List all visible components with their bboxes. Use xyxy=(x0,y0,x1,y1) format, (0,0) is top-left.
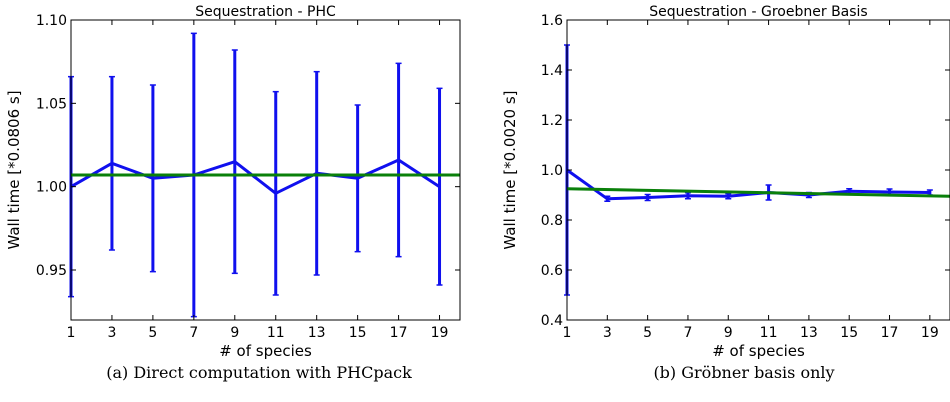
gb-y-axis-label: Wall time [*0.0020 s] xyxy=(501,90,519,249)
gb-xtick-label-9: 19 xyxy=(921,325,939,341)
gb-xtick-label-6: 13 xyxy=(800,325,818,341)
chart-groebner: 1 3 5 7 9 11 13 15 17 190.40.60.81.01.21.41.6Sequ… xyxy=(501,4,950,360)
phc-xtick-label-2: 5 xyxy=(148,325,157,341)
phc-chart-title: Sequestration - PHC xyxy=(195,4,336,20)
gb-series-0-line xyxy=(566,168,930,201)
gb-xtick-label-1: 3 xyxy=(603,325,612,341)
phc-xtick-label-7: 15 xyxy=(349,325,367,341)
gb-xtick-label-8: 17 xyxy=(881,325,899,341)
phc-ytick-label-3: 1.10 xyxy=(36,13,67,29)
phc-xtick-label-4: 9 xyxy=(230,325,239,341)
gb-series-1-line xyxy=(566,187,950,198)
caption-right: (b) Gröbner basis only xyxy=(653,363,835,382)
phc-xtick-label-1: 3 xyxy=(107,325,116,341)
phc-ytick-label-2: 1.05 xyxy=(36,96,67,112)
gb-ytick-label-4: 1.2 xyxy=(541,113,563,129)
gb-ytick-label-6: 1.6 xyxy=(541,13,563,29)
gb-ytick-label-3: 1.0 xyxy=(541,163,563,179)
gb-xtick-label-2: 5 xyxy=(643,325,652,341)
phc-xtick-label-0: 1 xyxy=(67,325,76,341)
caption-left: (a) Direct computation with PHCpack xyxy=(106,363,412,382)
gb-ytick-label-5: 1.4 xyxy=(541,63,563,79)
phc-xtick-label-8: 17 xyxy=(390,325,408,341)
phc-xtick-label-6: 13 xyxy=(308,325,326,341)
gb-ytick-label-1: 0.6 xyxy=(541,263,563,279)
chart-phc: 1 3 5 7 9 11 13 15 17 190.951.001.051.10Sequestra… xyxy=(5,4,461,360)
gb-xtick-label-4: 9 xyxy=(724,325,733,341)
gb-xtick-label-5: 11 xyxy=(760,325,778,341)
gb-ytick-label-0: 0.4 xyxy=(541,313,563,329)
gb-ytick-label-2: 0.8 xyxy=(541,213,563,229)
gb-xtick-label-7: 15 xyxy=(840,325,858,341)
phc-series-0-line xyxy=(70,158,441,195)
phc-ytick-label-1: 1.00 xyxy=(36,180,67,196)
phc-xtick-label-5: 11 xyxy=(267,325,285,341)
phc-xtick-label-9: 19 xyxy=(431,325,449,341)
phc-axes-frame xyxy=(70,19,461,321)
phc-y-axis-label: Wall time [*0.0806 s] xyxy=(5,90,23,249)
gb-xtick-label-0: 1 xyxy=(563,325,572,341)
gb-chart-title: Sequestration - Groebner Basis xyxy=(649,4,867,20)
phc-xtick-label-3: 7 xyxy=(189,325,198,341)
gb-axes-frame xyxy=(566,19,950,321)
phc-ytick-label-0: 0.95 xyxy=(36,263,67,279)
phc-x-axis-label: # of species xyxy=(219,342,312,360)
gb-x-axis-label: # of species xyxy=(712,342,805,360)
gb-xtick-label-3: 7 xyxy=(683,325,692,341)
